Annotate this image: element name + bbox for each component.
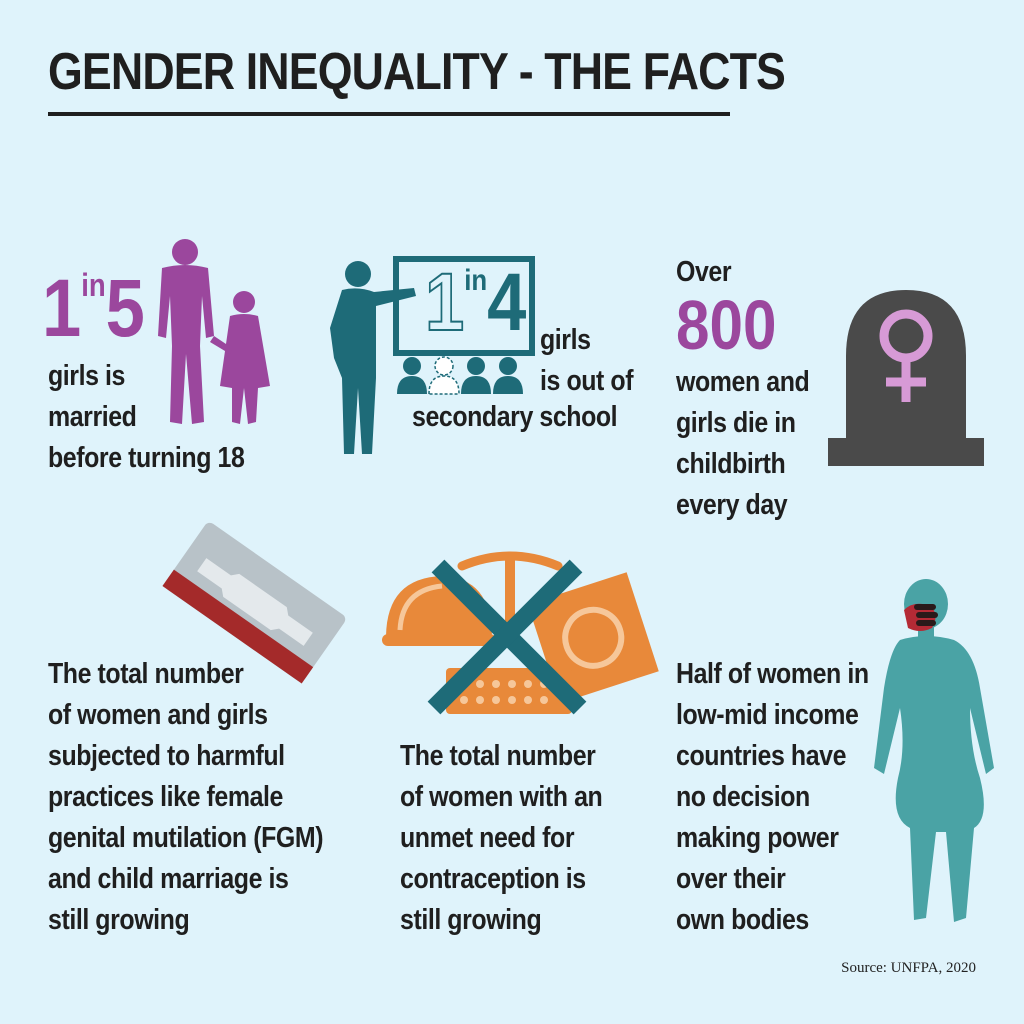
woman-silhouette-icon [874, 579, 994, 922]
school-line: is out of [540, 365, 634, 397]
title-underline [48, 112, 730, 116]
razor-blade-icon [162, 522, 346, 684]
page-title: GENDER INEQUALITY - THE FACTS [48, 43, 786, 101]
source-credit: Source: UNFPA, 2020 [841, 960, 976, 976]
school-line: girls [540, 324, 591, 356]
school-stat-num1: 1 [424, 257, 465, 348]
fgm-text: The total number of women and girls subj… [48, 654, 324, 941]
contraception-text: The total number of women with an unmet … [400, 736, 603, 941]
childbirth-pre: Over [676, 256, 732, 288]
gravestone-icon [828, 290, 984, 466]
contraception-line: of women with an [400, 781, 603, 813]
teacher-icon [330, 261, 416, 454]
bodily-line: Half of women in [676, 658, 869, 690]
bodily-line: over their [676, 863, 786, 895]
school-stat-in: in [464, 264, 488, 297]
marriage-stat-num1: 1 [42, 263, 82, 354]
marriage-line: girls is [48, 360, 125, 392]
marriage-stat-num2: 5 [105, 263, 145, 354]
contraception-crossed-icon [382, 551, 659, 715]
childbirth-line: every day [676, 489, 788, 521]
marriage-line: married [48, 401, 137, 433]
marriage-line: before turning 18 [48, 442, 245, 474]
father-daughter-icon [158, 239, 270, 424]
school-line: secondary school [412, 401, 618, 433]
childbirth-stat: 800 [676, 286, 777, 364]
fgm-line: The total number [48, 658, 244, 690]
school-stat-num2: 4 [487, 257, 527, 348]
fgm-line: and child marriage is [48, 863, 289, 895]
fgm-line: still growing [48, 904, 190, 936]
childbirth-line: childbirth [676, 448, 786, 480]
fgm-line: subjected to harmful [48, 740, 285, 772]
bodily-line: countries have [676, 740, 847, 772]
school-text-right: girls is out of [540, 320, 634, 402]
bodily-line: making power [676, 822, 839, 854]
students-icon [397, 356, 523, 395]
contraception-line: unmet need for [400, 822, 575, 854]
marriage-stat-in: in [81, 267, 106, 303]
school-text-bottom: secondary school [412, 397, 618, 438]
fgm-line: of women and girls [48, 699, 268, 731]
fgm-line: practices like female [48, 781, 283, 813]
bodily-line: low-mid income [676, 699, 859, 731]
fgm-line: genital mutilation (FGM) [48, 822, 324, 854]
marriage-text: girls is married before turning 18 [48, 356, 245, 479]
childbirth-line: girls die in [676, 407, 796, 439]
contraception-line: contraception is [400, 863, 586, 895]
marriage-stat: 1in5 [42, 268, 145, 350]
contraception-line: The total number [400, 740, 596, 772]
childbirth-line: women and [676, 366, 810, 398]
bodily-text: Half of women in low-mid income countrie… [676, 654, 869, 941]
blackboard-icon [393, 256, 535, 356]
bodily-line: own bodies [676, 904, 809, 936]
contraception-line: still growing [400, 904, 542, 936]
school-stat: 1in4 [424, 261, 526, 345]
childbirth-text: women and girls die in childbirth every … [676, 362, 810, 526]
bodily-line: no decision [676, 781, 810, 813]
